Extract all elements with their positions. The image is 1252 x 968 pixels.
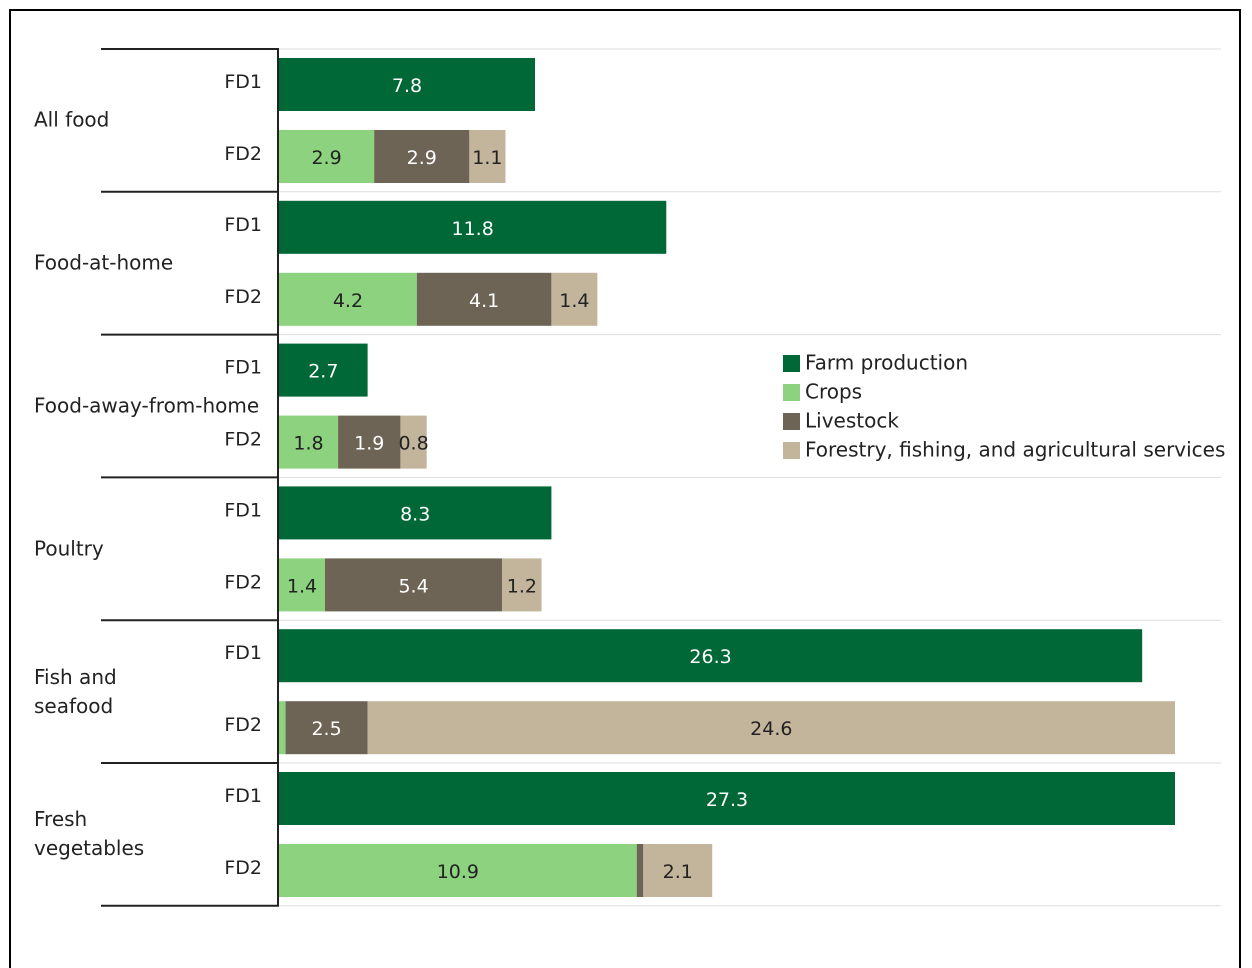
legend-label: Crops bbox=[805, 380, 862, 404]
legend-swatch bbox=[783, 442, 800, 459]
row-label: FD1 bbox=[224, 71, 262, 93]
bar-segment bbox=[279, 200, 667, 254]
frame bbox=[9, 9, 1241, 968]
legend-label: Forestry, fishing, and agricultural serv… bbox=[805, 438, 1225, 462]
legend-label: Farm production bbox=[805, 351, 968, 375]
category-label: Food-at-home bbox=[34, 250, 174, 275]
bar-segment bbox=[279, 415, 339, 469]
bar-segment bbox=[636, 844, 644, 897]
legend-label: Livestock bbox=[805, 409, 899, 433]
data-label: 2.1 bbox=[663, 861, 693, 883]
row-label: FD1 bbox=[224, 357, 262, 379]
data-label: 27.3 bbox=[706, 789, 748, 811]
legend-swatch bbox=[783, 384, 800, 401]
data-label: 7.8 bbox=[392, 75, 422, 97]
row-label: FD2 bbox=[224, 857, 262, 879]
bar-segment bbox=[279, 343, 368, 397]
bar-segment bbox=[279, 272, 417, 326]
legend-swatch bbox=[783, 413, 800, 430]
data-label: 4.1 bbox=[469, 290, 499, 312]
row-label: FD1 bbox=[224, 785, 262, 807]
row-label: FD2 bbox=[224, 571, 262, 593]
category-label: Poultry bbox=[34, 536, 104, 561]
bar-segment bbox=[279, 486, 552, 540]
legend-swatch bbox=[783, 355, 800, 372]
data-label: 26.3 bbox=[689, 646, 731, 668]
category-label: Fish and seafood bbox=[34, 664, 117, 718]
data-label: 24.6 bbox=[750, 718, 792, 740]
row-label: FD2 bbox=[224, 429, 262, 451]
data-label: 0.8 bbox=[398, 433, 428, 455]
bar-segment bbox=[502, 558, 542, 612]
data-label: 4.2 bbox=[333, 290, 363, 312]
data-label: 2.7 bbox=[308, 361, 338, 383]
data-label: 11.8 bbox=[451, 218, 493, 240]
row-label: FD1 bbox=[224, 642, 262, 664]
data-label: 2.9 bbox=[311, 147, 341, 169]
bar-segment bbox=[279, 130, 375, 183]
bar-segment bbox=[324, 558, 503, 612]
data-label: 1.4 bbox=[287, 575, 317, 597]
bar-segment bbox=[643, 844, 713, 897]
row-label: FD2 bbox=[224, 286, 262, 308]
bar-segment bbox=[400, 415, 427, 469]
bar-segment bbox=[279, 558, 325, 612]
category-label: Fresh vegetables bbox=[34, 807, 145, 861]
data-label: 5.4 bbox=[398, 575, 428, 597]
bar-segment bbox=[416, 272, 552, 326]
row-label: FD1 bbox=[224, 499, 262, 521]
category-label: All food bbox=[34, 107, 110, 132]
bar-segment bbox=[279, 844, 637, 897]
data-label: 10.9 bbox=[437, 861, 479, 883]
data-label: 1.2 bbox=[507, 575, 537, 597]
category-label: Food-away-from-home bbox=[34, 393, 260, 418]
data-label: 8.3 bbox=[400, 503, 430, 525]
bar-segment bbox=[469, 130, 506, 183]
data-label: 1.8 bbox=[293, 433, 323, 455]
bar-segment bbox=[279, 629, 1143, 683]
bar-segment bbox=[374, 130, 470, 183]
data-label: 1.4 bbox=[559, 290, 589, 312]
row-label: FD1 bbox=[224, 214, 262, 236]
data-label: 2.5 bbox=[311, 718, 341, 740]
bar-segment bbox=[279, 772, 1175, 825]
bar-segment bbox=[367, 701, 1176, 755]
data-label: 1.9 bbox=[354, 433, 384, 455]
bar-segment bbox=[279, 58, 535, 111]
data-label: 1.1 bbox=[472, 147, 502, 169]
row-label: FD2 bbox=[224, 714, 262, 736]
row-label: FD2 bbox=[224, 143, 262, 165]
bar-segment bbox=[279, 701, 286, 755]
bar-segment bbox=[285, 701, 368, 755]
data-label: 2.9 bbox=[407, 147, 437, 169]
bar-segment bbox=[551, 272, 598, 326]
bar-segment bbox=[338, 415, 401, 469]
